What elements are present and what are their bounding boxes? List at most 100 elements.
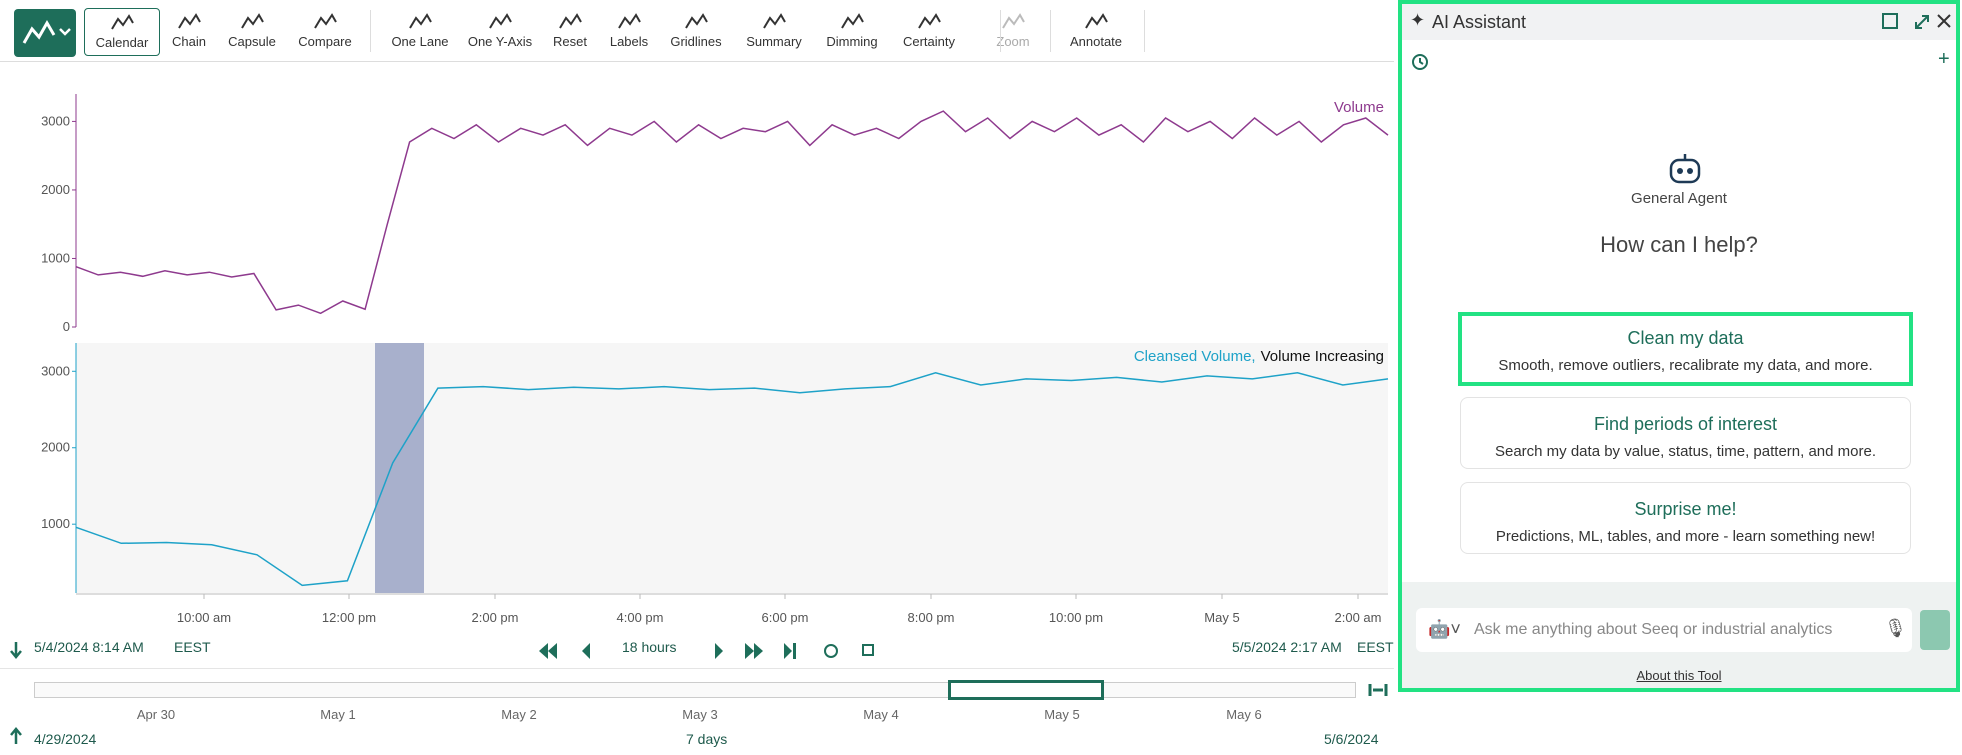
y-tick-label: 2000 [41, 182, 70, 197]
button-icon [111, 14, 134, 30]
suggestion-card[interactable]: Clean my data Smooth, remove outliers, re… [1458, 312, 1913, 386]
input-area: 🤖˅ Ask me anything about Seeq or industr… [1402, 582, 1956, 688]
button-label: Calendar [95, 35, 149, 50]
toolbar-button[interactable]: Summary [734, 8, 814, 54]
button-icon [1085, 13, 1108, 29]
toolbar-button[interactable]: Calendar [84, 8, 160, 56]
investigate-end[interactable]: 5/6/2024 [1324, 731, 1379, 747]
toolbar-button[interactable]: Chain [149, 8, 229, 54]
y-tick-label: 1000 [41, 516, 70, 531]
x-tick-label: 8:00 pm [908, 610, 955, 625]
button-icon [559, 13, 582, 29]
toolbar-button[interactable]: Labels [589, 8, 669, 54]
button-icon [1002, 13, 1025, 29]
range-start-tz: EEST [174, 639, 211, 655]
investigate-duration[interactable]: 7 days [686, 731, 728, 747]
suggestion-card[interactable]: Surprise me! Predictions, ML, tables, and… [1460, 482, 1911, 554]
history-icon[interactable] [1410, 52, 1430, 72]
toolbar-divider [1144, 10, 1145, 52]
y-tick-label: 3000 [41, 113, 70, 128]
about-link[interactable]: About this Tool [1636, 668, 1722, 683]
investigate-start[interactable]: 4/29/2024 [34, 731, 97, 747]
series-line [75, 372, 1389, 587]
suggestion-card[interactable]: Find periods of interest Search my data b… [1460, 397, 1911, 469]
card-description: Predictions, ML, tables, and more - lear… [1495, 528, 1876, 545]
button-label: Compare [298, 34, 352, 49]
new-chat[interactable]: + [1938, 48, 1950, 70]
toolbar-divider [1050, 10, 1051, 52]
chat-input[interactable]: 🤖˅ Ask me anything about Seeq or industr… [1416, 608, 1912, 652]
card-description: Search my data by value, status, time, p… [1494, 443, 1877, 460]
range-end[interactable]: 5/5/2024 2:17 AM [1232, 639, 1342, 655]
toolbar-button[interactable]: Certainty [889, 8, 969, 54]
button-icon [763, 13, 786, 29]
button-label: One Y-Axis [467, 34, 533, 49]
x-tick-label: 6:00 pm [762, 610, 809, 625]
agent-name: General Agent [1631, 190, 1727, 207]
navigator-label: May 1 [320, 707, 356, 722]
toolbar-button[interactable]: Dimming [812, 8, 892, 54]
toolbar-button[interactable]: One Lane [380, 8, 460, 54]
y-tick-label: 0 [63, 319, 70, 334]
button-label: Annotate [1069, 34, 1123, 49]
navigator-label: May 4 [863, 707, 899, 722]
navigator-label: May 5 [1044, 707, 1080, 722]
inv-start-arrow[interactable] [8, 726, 24, 746]
toolbar: Calendar Chain Capsule Compare One Lane One Y… [0, 0, 1394, 62]
button-icon [918, 13, 941, 29]
button-icon [841, 13, 864, 29]
legend-series: Volume [1334, 99, 1384, 116]
playback-controls[interactable] [535, 640, 875, 662]
y-tick-label: 1000 [41, 250, 70, 265]
button-label: Dimming [826, 34, 878, 49]
navigator-label: May 3 [682, 707, 718, 722]
toolbar-button[interactable]: Reset [530, 8, 610, 54]
x-tick-label: 2:00 pm [472, 610, 519, 625]
toolbar-button[interactable]: Compare [285, 8, 365, 54]
input-placeholder: Ask me anything about Seeq or industrial… [1474, 621, 1833, 638]
lane-background [76, 343, 1388, 593]
legend: Cleansed Volume, Volume Increasing [1134, 348, 1384, 365]
toolbar-button[interactable]: Annotate [1056, 8, 1136, 54]
y-tick-label: 2000 [41, 440, 70, 455]
header-actions[interactable] [1880, 10, 1952, 32]
button-icon [685, 13, 708, 29]
range-duration[interactable]: 18 hours [622, 639, 677, 655]
toolbar-button[interactable]: Capsule [212, 8, 292, 54]
range-end-tz: EEST [1357, 639, 1394, 655]
start-arrow[interactable] [8, 640, 24, 660]
agent-picker[interactable]: 🤖˅ [1428, 619, 1461, 639]
separator [0, 668, 1394, 669]
mic-icon[interactable]: 🎙 [1884, 618, 1907, 638]
trend-area: 0 1000 2000 3000 Volume 1000 2000 3000 Cleansed … [41, 94, 1389, 625]
navigator-selection[interactable] [948, 680, 1104, 700]
button-label: Summary [746, 34, 802, 49]
button-icon [618, 13, 641, 29]
help-prompt: How can I help? [1600, 232, 1758, 257]
capsule-region [375, 343, 424, 593]
range-start[interactable]: 5/4/2024 8:14 AM [34, 639, 144, 655]
toolbar-divider [370, 10, 371, 52]
button-icon [409, 13, 432, 29]
navigator-label: May 6 [1226, 707, 1262, 722]
view-selector[interactable] [14, 9, 76, 57]
button-label: Capsule [228, 34, 276, 49]
legend: Volume [1334, 99, 1384, 116]
y-tick-label: 3000 [41, 363, 70, 378]
x-tick-label: 10:00 am [177, 610, 231, 625]
x-tick-label: 12:00 pm [322, 610, 376, 625]
x-tick-label: 4:00 pm [617, 610, 664, 625]
navigator-zoom[interactable] [1368, 680, 1388, 700]
button-label: Certainty [902, 34, 956, 49]
sparkle-icon: ✦ [1410, 10, 1426, 30]
toolbar-button[interactable]: Zoom [973, 8, 1053, 54]
card-description: Smooth, remove outliers, recalibrate my … [1498, 357, 1873, 374]
toolbar-button[interactable]: One Y-Axis [460, 8, 540, 54]
send-button[interactable] [1920, 610, 1950, 650]
button-label: Reset [553, 34, 587, 49]
button-label: Chain [172, 34, 206, 49]
toolbar-button[interactable]: Gridlines [656, 8, 736, 54]
legend-series: Cleansed Volume, [1134, 348, 1256, 365]
button-label: Gridlines [670, 34, 722, 49]
